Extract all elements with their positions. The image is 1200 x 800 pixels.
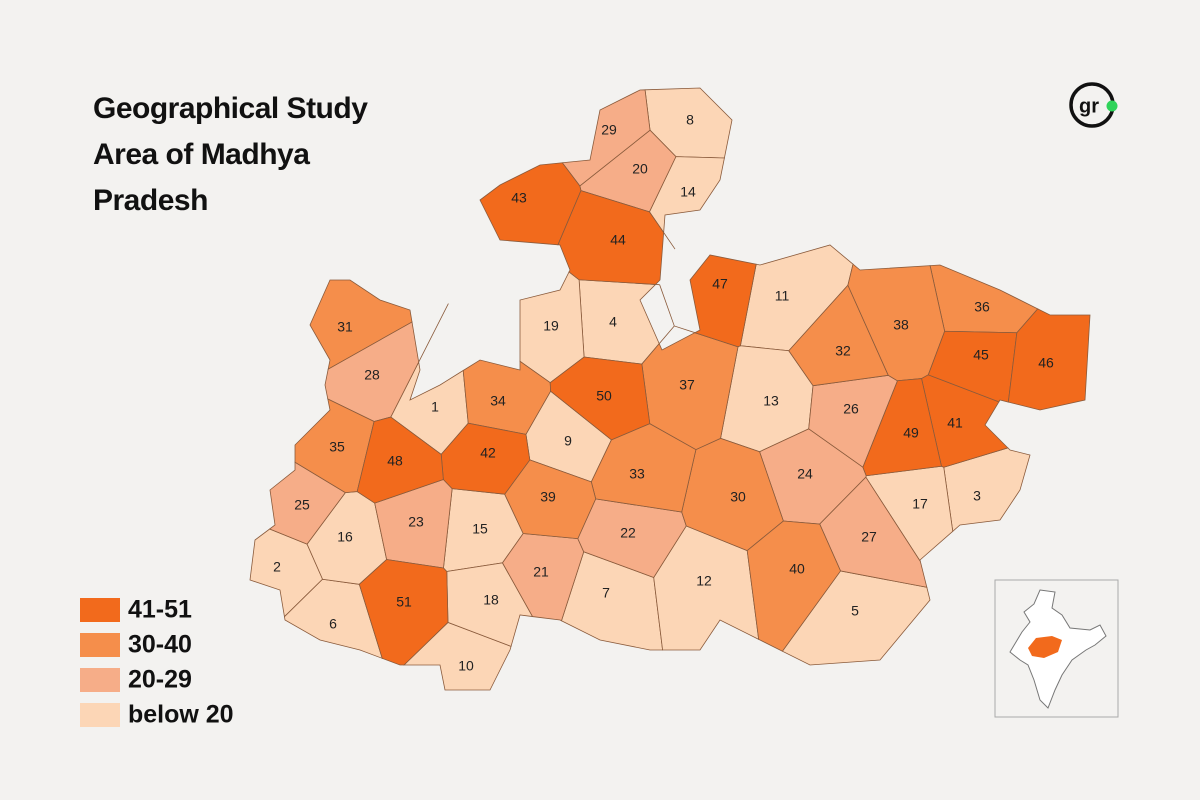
district xyxy=(549,356,651,441)
district-label: 46 xyxy=(1038,355,1054,371)
district xyxy=(746,520,841,652)
district xyxy=(479,162,582,246)
district-label: 12 xyxy=(696,573,712,589)
district-label: 50 xyxy=(596,388,612,404)
district-label: 25 xyxy=(294,497,310,513)
district-label: 51 xyxy=(396,594,412,610)
district-label: 28 xyxy=(364,367,380,383)
legend-swatch xyxy=(80,703,120,727)
district xyxy=(557,190,665,286)
legend: 41-51 30-40 20-29 below 20 xyxy=(80,596,234,729)
district xyxy=(862,378,942,477)
district-label: 6 xyxy=(329,616,337,632)
district-label: 35 xyxy=(329,439,345,455)
district-label: 23 xyxy=(408,514,424,530)
district-label: 24 xyxy=(797,466,813,482)
district-label: 5 xyxy=(851,603,859,619)
district-label: 30 xyxy=(730,489,746,505)
district xyxy=(462,359,552,435)
district-label: 45 xyxy=(973,347,989,363)
district-label: 26 xyxy=(843,401,859,417)
district-label: 34 xyxy=(490,393,506,409)
inset-map xyxy=(994,579,1119,718)
district-label: 49 xyxy=(903,425,919,441)
district xyxy=(921,374,1009,468)
district-label: 39 xyxy=(540,489,556,505)
district-label: 18 xyxy=(483,592,499,608)
legend-swatch xyxy=(80,668,120,692)
logo-text: gr xyxy=(1079,95,1099,117)
district-label: 1 xyxy=(431,399,439,415)
legend-label: 20-29 xyxy=(128,666,192,694)
district-label: 31 xyxy=(337,319,353,335)
legend-label: 41-51 xyxy=(128,596,192,624)
district-label: 2 xyxy=(273,559,281,575)
district-label: 27 xyxy=(861,529,877,545)
legend-swatch xyxy=(80,598,120,622)
district-label: 29 xyxy=(601,122,617,138)
district-label: 22 xyxy=(620,525,636,541)
district xyxy=(659,254,757,348)
logo: gr xyxy=(1069,82,1118,128)
district-label: 17 xyxy=(912,496,928,512)
district-label: 20 xyxy=(632,161,648,177)
district-label: 9 xyxy=(564,433,572,449)
legend-label: 30-40 xyxy=(128,631,192,659)
district-label: 11 xyxy=(775,288,790,304)
district-label: 3 xyxy=(973,488,981,504)
district-label: 32 xyxy=(835,343,851,359)
district xyxy=(1007,308,1091,411)
district-label: 15 xyxy=(472,521,488,537)
district-label: 43 xyxy=(511,190,527,206)
district xyxy=(440,422,531,495)
district-label: 21 xyxy=(533,564,549,580)
district-label: 8 xyxy=(686,112,694,128)
district-label: 40 xyxy=(789,561,805,577)
district-label: 4 xyxy=(609,314,617,330)
legend-swatch xyxy=(80,633,120,657)
district xyxy=(356,416,444,504)
district-label: 10 xyxy=(458,658,474,674)
logo-dot xyxy=(1106,100,1118,112)
district-label: 37 xyxy=(679,377,695,393)
district-label: 7 xyxy=(602,585,610,601)
district-label: 33 xyxy=(629,466,645,482)
district-label: 47 xyxy=(712,276,728,292)
district-label: 19 xyxy=(543,318,559,334)
district-label: 41 xyxy=(947,415,963,431)
districts xyxy=(249,87,1091,691)
inset-highlight xyxy=(1028,636,1062,658)
district xyxy=(358,559,449,666)
legend-label: below 20 xyxy=(128,701,234,729)
district-label: 48 xyxy=(387,453,403,469)
district-label: 14 xyxy=(680,184,696,200)
district xyxy=(561,89,651,187)
district-label: 16 xyxy=(337,529,353,545)
district-label: 36 xyxy=(974,299,990,315)
district-labels: 1234567891011121314151617181920212223242… xyxy=(273,112,1054,674)
district-label: 44 xyxy=(610,232,626,248)
district xyxy=(294,398,375,494)
district-label: 42 xyxy=(480,445,496,461)
district-label: 38 xyxy=(893,317,909,333)
district xyxy=(268,461,346,545)
district xyxy=(309,279,413,370)
district-label: 13 xyxy=(763,393,779,409)
title: Geographical Study Area of Madhya Prades… xyxy=(93,92,368,217)
